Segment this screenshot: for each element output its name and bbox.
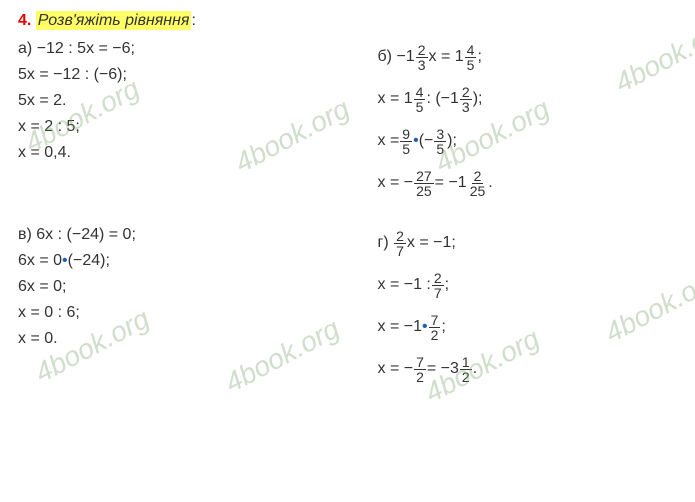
solution-g: г) 27 x = −1; x = −1 : 27 ; x = −1 • 72 … — [338, 222, 678, 390]
frac: 72 — [429, 313, 441, 342]
problem-number: 4. — [18, 12, 31, 29]
frac: 27 — [394, 229, 406, 258]
g-line3: x = −1 • 72 ; — [378, 306, 678, 348]
title-suffix: : — [191, 12, 195, 29]
frac: 95 — [400, 127, 412, 156]
g-line2: x = −1 : 27 ; — [378, 264, 678, 306]
row-bottom: в) 6x : (−24) = 0; 6x = 0 • (−24); 6x = … — [18, 222, 677, 390]
frac: 23 — [416, 43, 428, 72]
problem-text: Розв'яжіть рівняння — [36, 11, 192, 30]
v-line2: 6x = 0 • (−24); — [18, 248, 318, 274]
frac: 35 — [434, 127, 446, 156]
solutions-grid: а) −12 : 5x = −6; 5x = −12 : (−6); 5x = … — [18, 36, 677, 390]
frac: 45 — [465, 43, 477, 72]
a-label: а) — [18, 40, 32, 58]
a-line2: 5x = −12 : (−6); — [18, 62, 318, 88]
b-line1: б) −1 23 x = 1 45 ; — [378, 36, 678, 78]
spacer — [18, 204, 677, 222]
b-line2: x = 1 45 : (−1 23 ); — [378, 78, 678, 120]
g-line1: г) 27 x = −1; — [378, 222, 678, 264]
frac: 12 — [460, 355, 472, 384]
v-line3: 6x = 0; — [18, 274, 318, 300]
problem-title: 4. Розв'яжіть рівняння: — [18, 12, 677, 30]
a-line3: 5x = 2. — [18, 88, 318, 114]
solution-b: б) −1 23 x = 1 45 ; x = 1 45 : (−1 23 );… — [338, 36, 678, 204]
g-line4: x = − 72 = −3 12 . — [378, 348, 678, 390]
solution-a: а) −12 : 5x = −6; 5x = −12 : (−6); 5x = … — [18, 36, 338, 204]
dot-icon: • — [422, 318, 428, 336]
frac: 2725 — [414, 169, 434, 198]
v-line4: x = 0 : 6; — [18, 300, 318, 326]
v-line5: x = 0. — [18, 326, 318, 352]
a-line4: x = 2 : 5; — [18, 114, 318, 140]
frac: 225 — [468, 169, 488, 198]
v-line1: в) 6x : (−24) = 0; — [18, 222, 318, 248]
frac: 27 — [432, 271, 444, 300]
b-line3: x = 95 • (− 35 ); — [378, 120, 678, 162]
frac: 23 — [460, 85, 472, 114]
frac: 45 — [414, 85, 426, 114]
solution-v: в) 6x : (−24) = 0; 6x = 0 • (−24); 6x = … — [18, 222, 338, 390]
frac: 72 — [414, 355, 426, 384]
b-line4: x = − 2725 = −1 225 . — [378, 162, 678, 204]
row-top: а) −12 : 5x = −6; 5x = −12 : (−6); 5x = … — [18, 36, 677, 204]
a-line1: а) −12 : 5x = −6; — [18, 36, 318, 62]
a-line5: x = 0,4. — [18, 140, 318, 166]
